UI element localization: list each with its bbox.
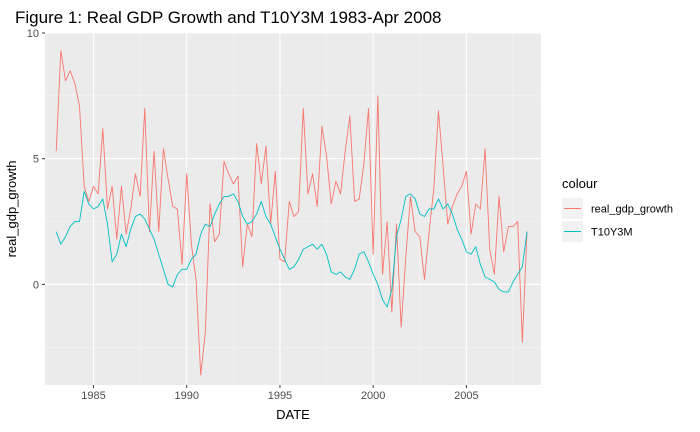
series-layer (55, 50, 528, 376)
legend-label-t10y3m: T10Y3M (591, 227, 633, 239)
x-tick-label: 1985 (81, 390, 105, 402)
series-line-real-gdp-growth (55, 50, 528, 376)
y-tick-label: 0 (33, 279, 39, 291)
y-tick-label: 10 (27, 28, 39, 40)
x-tick-label: 2005 (454, 390, 478, 402)
x-tick-label: 2000 (361, 390, 385, 402)
x-axis: 1985 1990 1995 2000 2005 (81, 385, 479, 402)
x-axis-title: DATE (276, 407, 310, 422)
legend: colour real_gdp_growth T10Y3M (562, 176, 673, 242)
y-axis: 0 5 10 (27, 28, 45, 291)
legend-label-real-gdp-growth: real_gdp_growth (591, 204, 673, 216)
y-axis-title: real_gdp_growth (4, 161, 19, 258)
x-tick-label: 1995 (268, 390, 292, 402)
series-line-t10y3m (55, 190, 528, 308)
chart-title: Figure 1: Real GDP Growth and T10Y3M 198… (15, 8, 442, 27)
plot-panel (45, 33, 541, 385)
x-tick-label: 1990 (174, 390, 198, 402)
y-tick-label: 5 (33, 154, 39, 166)
legend-title: colour (562, 176, 598, 191)
